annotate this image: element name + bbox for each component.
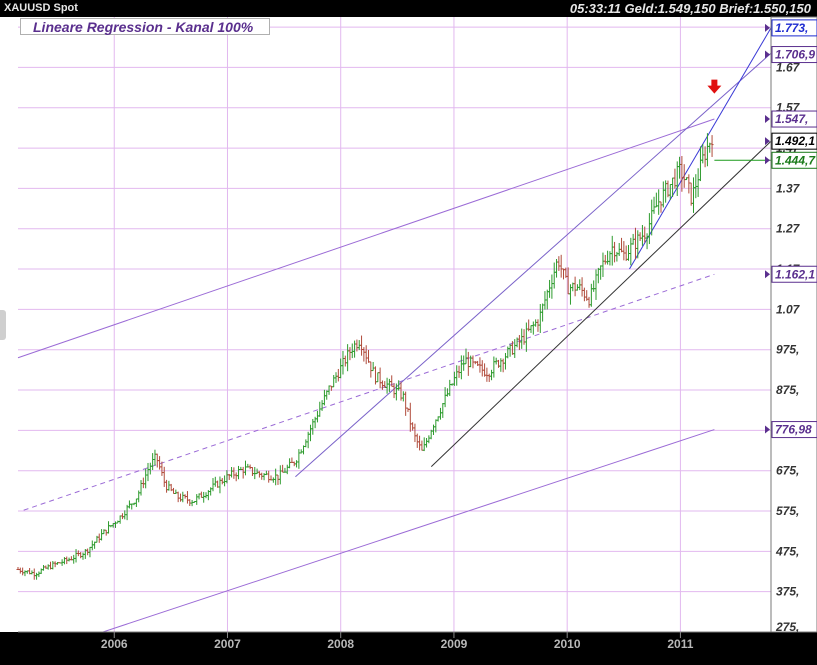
- signal-marker: [707, 79, 722, 94]
- quote-bar: XAUUSD Spot 05:33:11 Geld:1.549,150 Brie…: [0, 0, 817, 17]
- plot-area: [18, 17, 771, 632]
- channel-upper: [295, 52, 772, 478]
- quote-label: 05:33:11 Geld:1.549,150 Brief:1.550,150: [569, 1, 811, 16]
- indicator-title[interactable]: Lineare Regression - Kanal 100%: [20, 18, 270, 35]
- regression-wide-upper: [17, 118, 715, 359]
- price-bars: [16, 133, 714, 580]
- channel-lower: [430, 140, 772, 468]
- panel-resize-handle[interactable]: [0, 310, 6, 340]
- grid: [18, 17, 771, 632]
- red-arrow-icon: [707, 79, 722, 94]
- symbol-label: XAUUSD Spot: [4, 2, 78, 14]
- regression-mid: [23, 273, 715, 511]
- regression-wide-lower: [102, 429, 715, 633]
